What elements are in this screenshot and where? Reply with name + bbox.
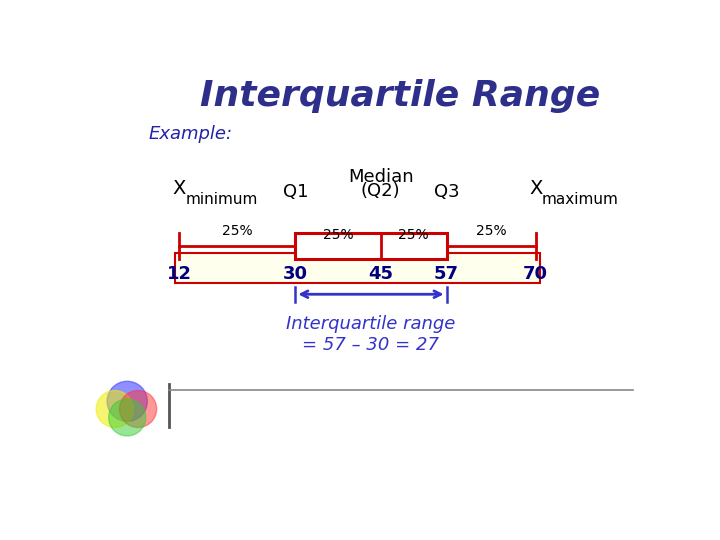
Text: 12: 12 [166,265,192,284]
Circle shape [96,390,133,428]
FancyBboxPatch shape [175,253,539,284]
Circle shape [120,390,157,428]
Text: Example:: Example: [148,125,233,143]
Text: Q1: Q1 [283,183,308,201]
Text: X: X [172,179,186,198]
Text: 25%: 25% [323,228,354,242]
Text: (Q2): (Q2) [361,181,400,200]
Text: maximum: maximum [542,192,618,207]
Text: Interquartile Range: Interquartile Range [200,79,600,113]
Text: 30: 30 [283,265,308,284]
FancyBboxPatch shape [295,233,446,259]
Text: 25%: 25% [222,224,253,238]
Text: Q3: Q3 [433,183,459,201]
Text: 25%: 25% [398,228,429,242]
Text: Median: Median [348,168,413,186]
Text: 25%: 25% [476,224,506,238]
Circle shape [109,399,145,436]
Text: 57: 57 [434,265,459,284]
Text: 45: 45 [368,265,393,284]
Circle shape [107,381,148,421]
Text: minimum: minimum [185,192,258,207]
Text: X: X [529,179,542,198]
Text: 70: 70 [523,265,548,284]
Text: Interquartile range
= 57 – 30 = 27: Interquartile range = 57 – 30 = 27 [287,315,456,354]
